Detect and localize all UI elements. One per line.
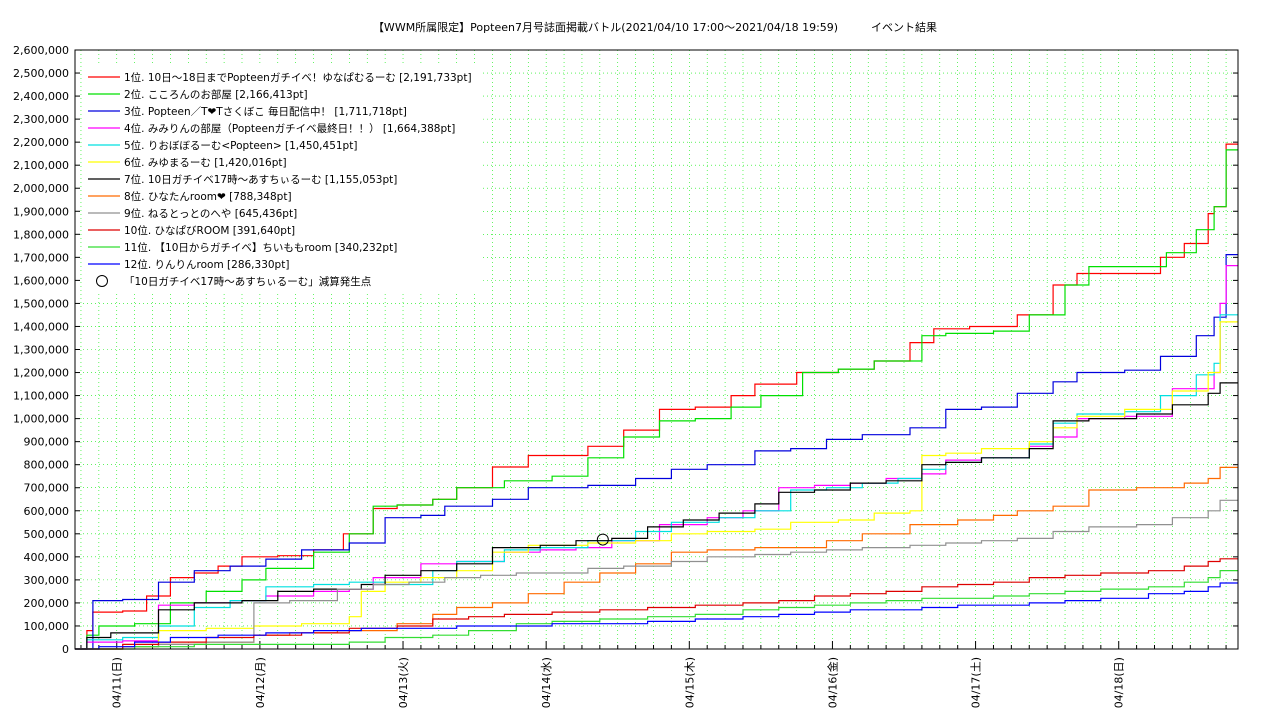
series-line-12 — [75, 582, 1238, 650]
annotation-layer — [596, 533, 609, 546]
x-tick-label: 04/17(土) — [970, 657, 983, 708]
legend-annotation-label: 「10日ガチイベ17時～あすちぃるーむ」減算発生点 — [124, 275, 371, 288]
y-tick-label: 100,000 — [24, 620, 70, 633]
y-tick-label: 2,300,000 — [13, 113, 69, 126]
y-tick-label: 2,100,000 — [13, 159, 69, 172]
y-tick-label: 200,000 — [24, 597, 70, 610]
y-axis: 0 100,000 200,000 300,000 400,000 500,000 600,… — [13, 44, 1238, 656]
x-axis: 04/11(日) 04/12(月) 04/13(火) 04/14(水) 04/15(木)… — [80, 641, 1227, 708]
y-tick-label: 900,000 — [24, 436, 70, 449]
y-tick-label: 300,000 — [24, 574, 70, 587]
x-tick-label: 04/16(金) — [825, 657, 839, 708]
y-tick-label: 2,000,000 — [13, 182, 69, 195]
x-tick-label: 04/11(日) — [111, 657, 124, 708]
series-line-9 — [75, 499, 1238, 650]
x-tick-label: 04/14(水) — [540, 657, 553, 708]
legend-label: 9位. ねるとっとのへや [645,436pt] — [124, 207, 297, 220]
legend-label: 3位. Popteen／T❤Tさくぼこ 毎日配信中！ [1,711,718pt] — [124, 105, 407, 118]
y-tick-label: 1,500,000 — [13, 297, 69, 310]
y-tick-label: 2,400,000 — [13, 90, 69, 103]
y-tick-label: 2,500,000 — [13, 67, 69, 80]
legend-label: 5位. りおぼぼるーむ<Popteen> [1,450,451pt] — [124, 139, 357, 152]
x-tick-label: 04/18(日) — [1113, 657, 1126, 708]
y-tick-label: 1,200,000 — [13, 367, 69, 380]
legend-label: 10位. ひなぱびROOM [391,640pt] — [124, 224, 295, 237]
y-tick-label: 1,100,000 — [13, 390, 69, 403]
y-tick-label: 1,900,000 — [13, 205, 69, 218]
y-tick-label: 2,600,000 — [13, 44, 69, 57]
y-tick-label: 400,000 — [24, 551, 70, 564]
y-tick-label: 0 — [62, 643, 69, 656]
y-tick-label: 1,700,000 — [13, 251, 69, 264]
series-line-5 — [75, 314, 1238, 650]
legend-label: 6位. みゆまるーむ [1,420,016pt] — [124, 156, 287, 169]
series-line-1 — [75, 143, 1238, 650]
legend-label: 12位. りんりんroom [286,330pt] — [124, 258, 289, 271]
y-tick-label: 2,200,000 — [13, 136, 69, 149]
legend-background — [82, 66, 482, 292]
series-line-11 — [75, 570, 1238, 650]
legend: 1位. 10日～18日までPopteenガチイベ！ゆなぱむるーむ [2,191,… — [82, 66, 482, 292]
series-line-4 — [75, 265, 1238, 650]
series-line-3 — [75, 254, 1238, 650]
x-tick-label: 04/12(月) — [254, 657, 267, 708]
plot-frame — [74, 49, 1239, 650]
legend-label: 1位. 10日～18日までPopteenガチイベ！ゆなぱむるーむ [2,191,… — [124, 71, 472, 84]
y-tick-label: 800,000 — [24, 459, 70, 472]
chart-title: 【WWM所属限定】Popteen7月号誌面掲載バトル(2021/04/10 17… — [373, 20, 937, 34]
y-tick-label: 600,000 — [24, 505, 70, 518]
y-tick-label: 1,000,000 — [13, 413, 69, 426]
y-tick-label: 700,000 — [24, 482, 70, 495]
series-line-2 — [75, 149, 1238, 650]
legend-label: 2位. こころんのお部屋 [2,166,413pt] — [124, 88, 308, 101]
legend-label: 8位. ひなたんroom❤ [788,348pt] — [124, 190, 292, 203]
y-tick-label: 1,600,000 — [13, 274, 69, 287]
legend-label: 4位. みみりんの部屋（Popteenガチイベ最終日！！） [1,664,388… — [124, 122, 455, 135]
x-tick-label: 04/15(木) — [683, 657, 696, 708]
y-tick-label: 1,300,000 — [13, 344, 69, 357]
legend-marker-circle — [96, 275, 108, 287]
series-line-6 — [75, 321, 1238, 650]
legend-label: 7位. 10日ガチイベ17時～あすちぃるーむ [1,155,053pt] — [124, 173, 397, 186]
y-tick-label: 1,800,000 — [13, 228, 69, 241]
legend-label: 11位. 【10日からガチイベ】ちいももroom [340,232pt] — [124, 241, 397, 254]
series-line-7 — [75, 382, 1238, 650]
annotation-marker — [596, 533, 609, 546]
series-layer — [75, 143, 1238, 650]
x-tick-label: 04/13(火) — [397, 657, 410, 708]
y-tick-label: 1,400,000 — [13, 320, 69, 333]
y-tick-label: 500,000 — [24, 528, 70, 541]
